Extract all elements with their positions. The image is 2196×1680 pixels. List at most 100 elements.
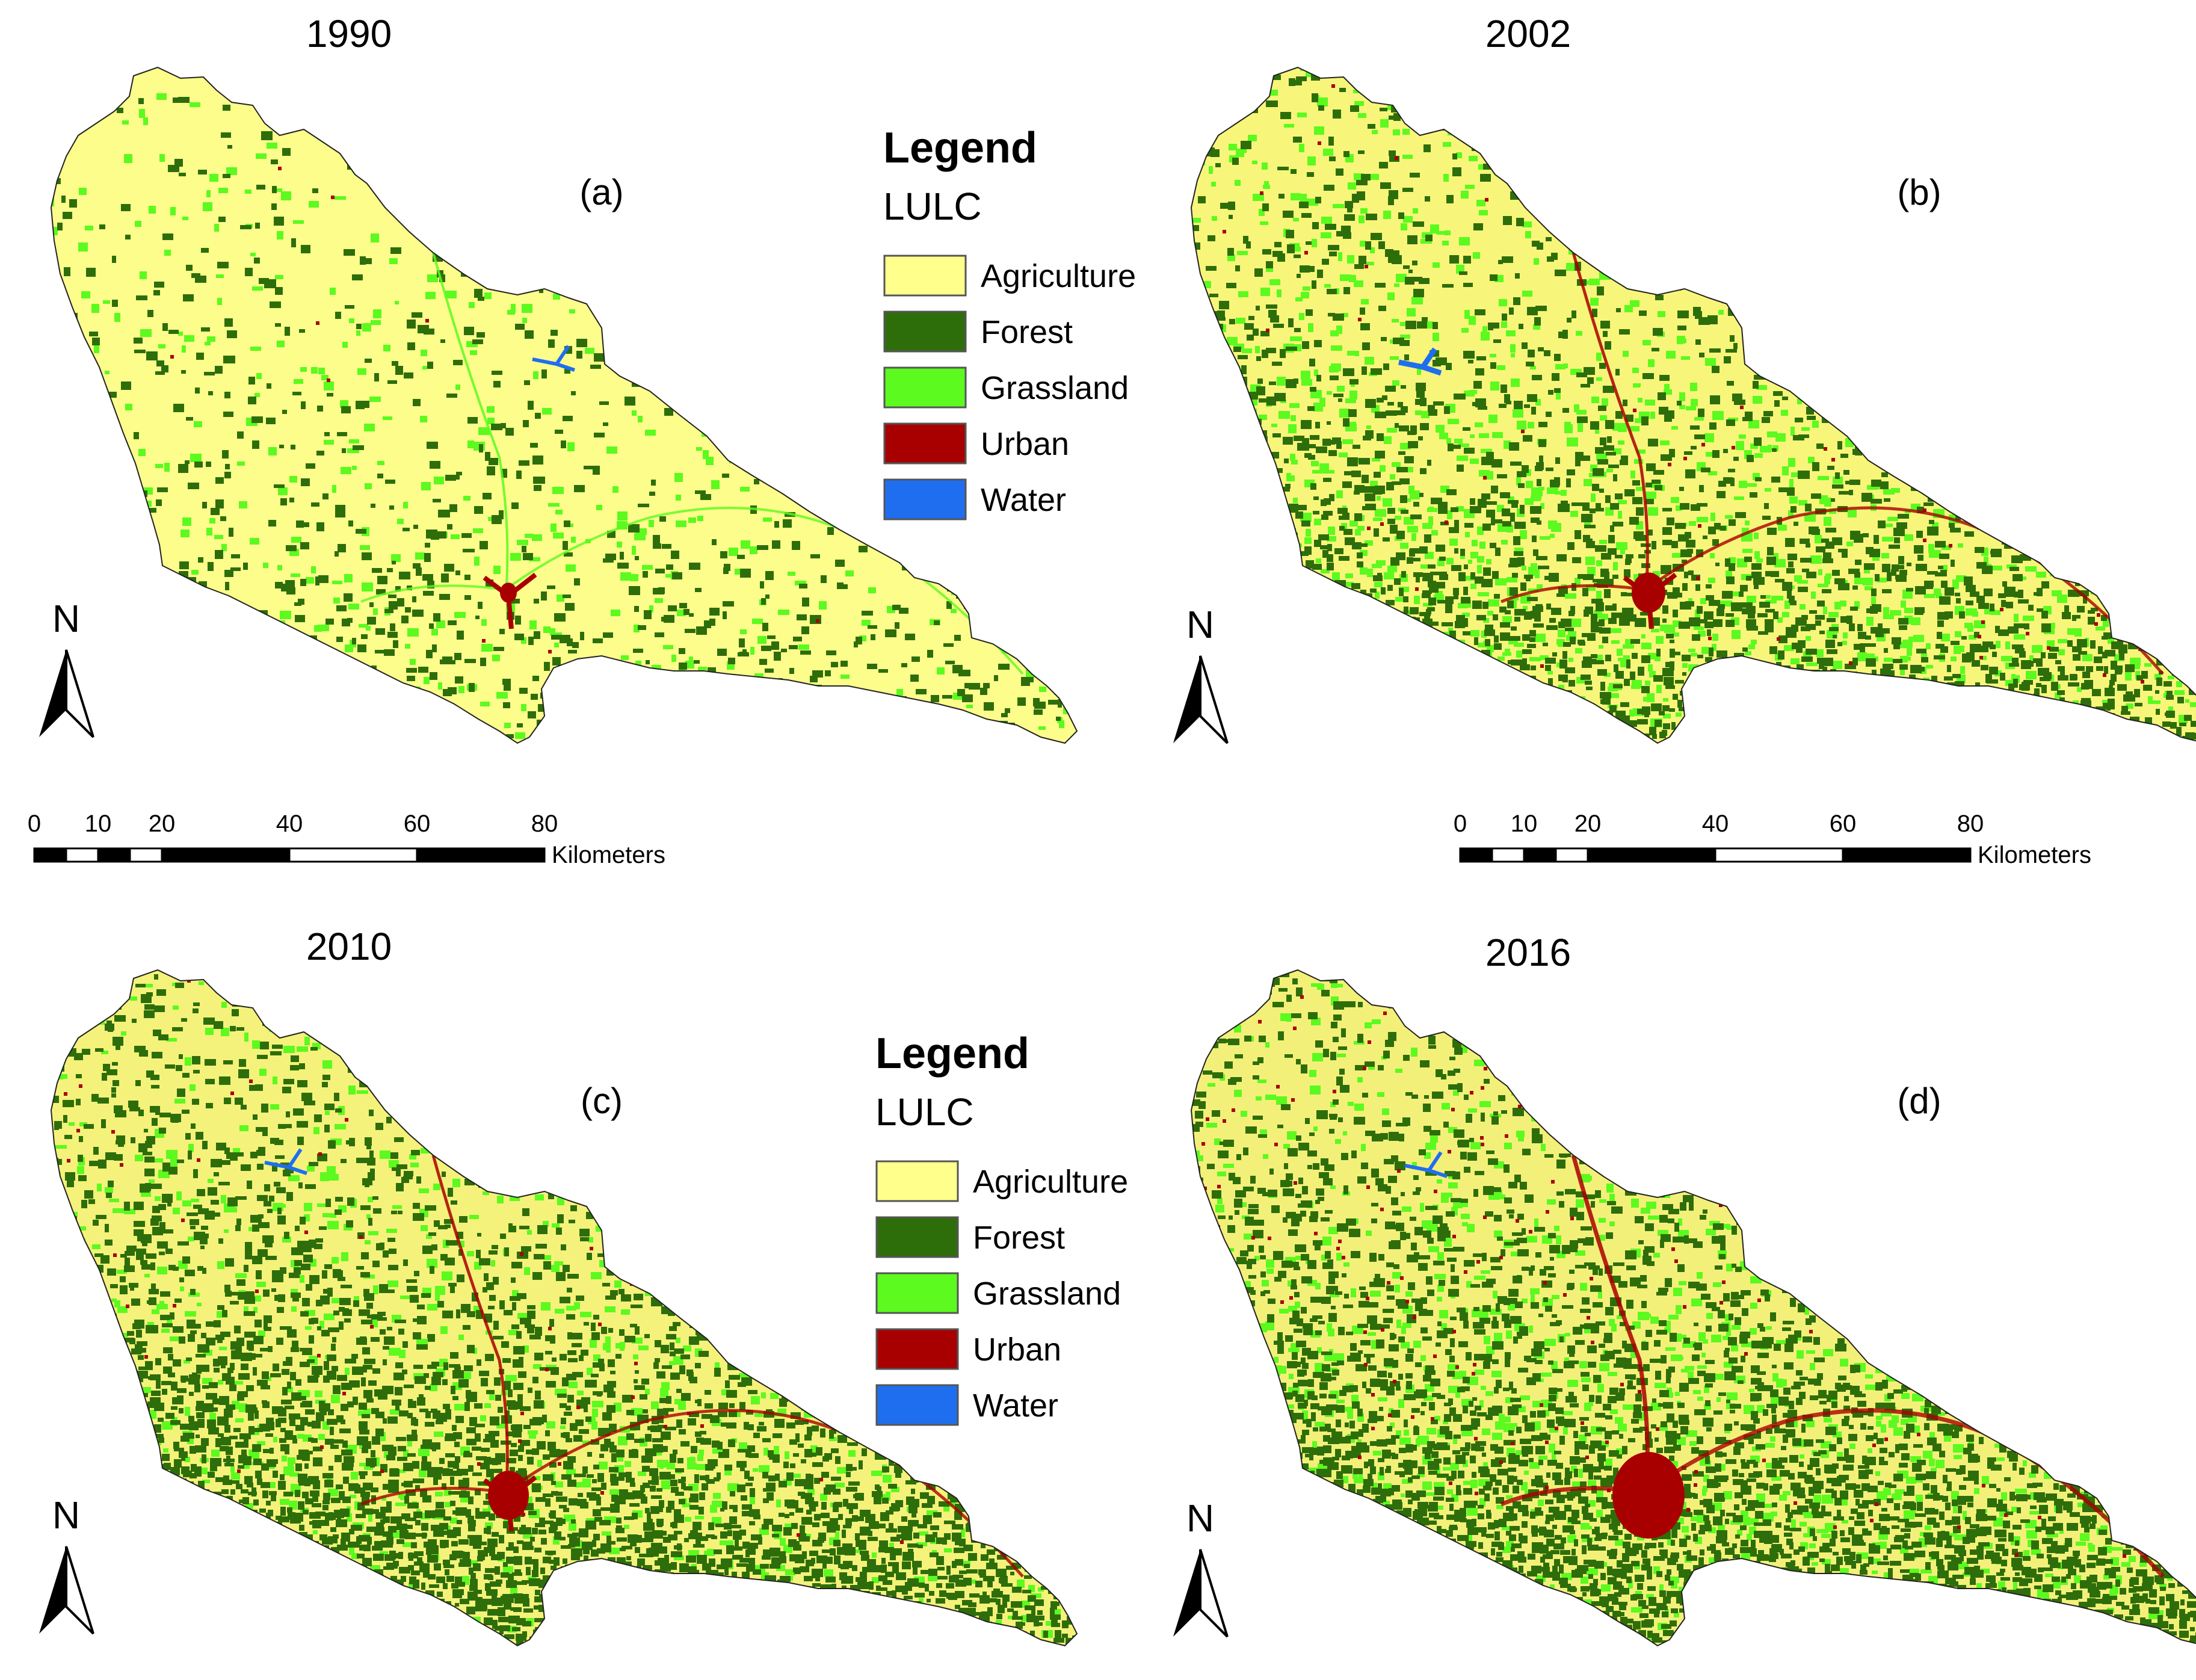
north-label: N [52,597,80,640]
urban-roads [483,1475,537,1532]
scale-tick-label: 20 [1575,811,1602,837]
scale-bar-segment [1555,847,1589,863]
legend-swatch-forest [875,1216,959,1258]
scale-tick-label: 0 [1454,811,1467,837]
river-line [1644,1408,2165,1578]
panel-letter-label: (a) [579,172,623,212]
legend-item-urban: Urban [973,1332,1061,1368]
scale-tick-label: 80 [531,811,558,837]
north-arrow-right-half [65,649,94,738]
panel-year-title: 2010 [306,925,392,968]
scale-bar-segment [416,847,546,863]
map-panel-2016 [1191,969,2196,1646]
map-panel-2010 [51,969,1078,1646]
legend-item-water: Water [981,482,1066,518]
scale-tick-label: 60 [404,811,431,837]
map-panel-2002 [1191,67,2196,744]
north-label: N [1186,603,1214,646]
legend-swatch-forest [883,310,967,353]
scale-tick-label: 0 [28,811,41,837]
scale-bar-segment [1587,847,1716,863]
river-line [432,252,509,602]
legend-title: Legend [883,124,1037,172]
legend-swatch-water [883,478,967,520]
river-line [431,1155,509,1505]
panel-year-title: 2002 [1485,12,1571,55]
north-arrow: N [1173,603,1229,744]
panel-year-title: 2016 [1485,931,1571,974]
panel-letter-label: (b) [1897,172,1941,212]
north-arrow-left-half [39,650,66,737]
scale-bar-segment [161,847,291,863]
river-line [1571,252,1649,602]
legend: Legend LULC Agriculture Forest Grassland Urba… [875,1030,1128,1426]
scale-bar-segment [1842,847,1972,863]
legend-item-urban: Urban [981,426,1069,462]
scale-bar-segment [65,847,99,863]
scale-bar: 0 10 20 40 60 80 Kilometers [1454,811,2091,868]
river-line [1500,584,1646,604]
legend-swatch-agriculture [883,255,967,297]
water-body [532,345,575,372]
river-line [1644,506,2164,675]
water-body [1404,1151,1448,1178]
legend-item-forest: Forest [973,1220,1065,1256]
scale-bar-segment [1459,847,1493,863]
river-line [360,1486,506,1506]
forest-pixels [1191,67,2196,743]
scale-tick-label: 60 [1830,811,1857,837]
north-arrow: N [1173,1496,1229,1638]
scale-bar-segment [33,847,67,863]
legend-swatch-urban [875,1328,959,1370]
scale-tick-label: 10 [85,811,112,837]
north-arrow-left-half [1173,1549,1200,1637]
river-line [504,507,1024,675]
grassland-pixels [51,970,1077,1646]
urban-roads [1623,1475,1677,1532]
scale-unit-label: Kilometers [552,842,665,868]
north-arrow-left-half [39,1546,66,1634]
legend-subtitle: LULC [875,1090,974,1134]
legend-swatch-grassland [875,1272,959,1314]
scale-bar-segment [97,847,131,863]
grassland-pixels [1191,970,2196,1646]
urban-roads [483,572,537,629]
legend-item-agriculture: Agriculture [981,258,1136,294]
scale-tick-label: 20 [149,811,176,837]
scale-bar-segment [1523,847,1557,863]
legend-item-water: Water [973,1388,1058,1424]
legend: Legend LULC Agriculture Forest Grassland Urba… [883,124,1136,520]
legend-title: Legend [875,1030,1029,1078]
scale-tick-label: 10 [1511,811,1538,837]
panel-letter-label: (d) [1897,1081,1941,1121]
north-label: N [52,1493,80,1537]
scale-tick-label: 40 [1702,811,1729,837]
scale-bar-segment [288,847,418,863]
north-arrow-right-half [1199,1549,1229,1638]
water-body [1398,347,1442,376]
legend-item-grassland: Grassland [981,370,1129,406]
panel-letter-label: (c) [581,1081,623,1121]
scale-bar-segment [1714,847,1844,863]
legend-item-agriculture: Agriculture [973,1164,1128,1200]
north-arrow-right-half [1199,655,1229,744]
legend-swatch-agriculture [875,1160,959,1202]
river-line [504,1409,1024,1578]
scale-bar-segment [1491,847,1525,863]
legend-item-forest: Forest [981,314,1073,350]
north-arrow-left-half [1173,656,1200,743]
scale-bar: 0 10 20 40 60 80 Kilometers [28,811,665,868]
forest-pixels [51,970,1077,1646]
north-arrow: N [39,1493,94,1635]
scale-tick-label: 80 [1957,811,1984,837]
legend-swatch-grassland [883,366,967,409]
scale-unit-label: Kilometers [1978,842,2091,868]
river-line [360,584,506,603]
land-cover-pixels [51,970,1077,1646]
scale-bar-segment [129,847,163,863]
legend-swatch-water [875,1384,959,1426]
legend-swatch-urban [883,422,967,465]
north-arrow-right-half [65,1546,94,1635]
scale-tick-label: 40 [276,811,303,837]
